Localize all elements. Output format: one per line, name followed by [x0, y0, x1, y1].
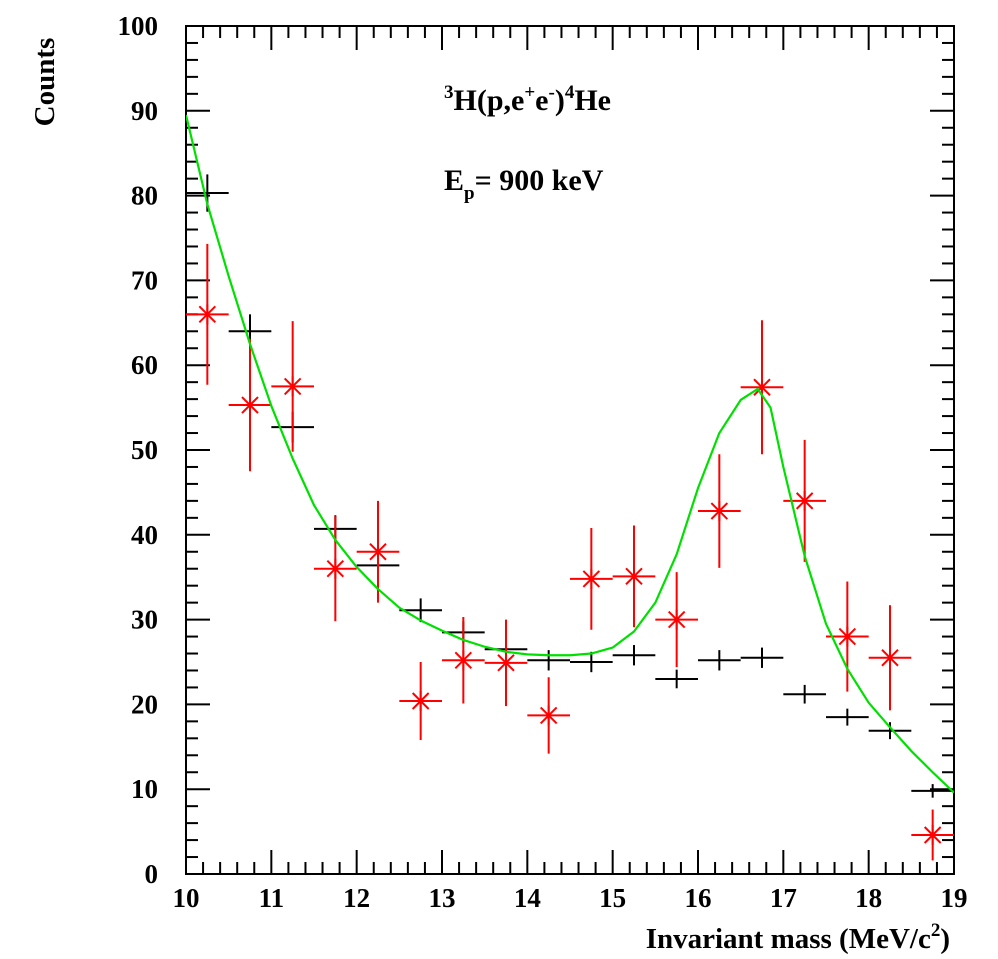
x-tick-label: 17 — [770, 883, 797, 913]
data-point — [271, 321, 314, 452]
data-point — [484, 619, 528, 707]
data-point — [826, 581, 869, 692]
energy-annotation: Ep= 900 keV — [444, 164, 604, 204]
data-point — [655, 572, 698, 668]
plot-frame — [185, 25, 955, 875]
data-point — [740, 320, 784, 455]
data-point — [826, 708, 869, 726]
x-tick-label: 14 — [514, 883, 541, 913]
data-point — [570, 651, 613, 673]
data-point — [186, 243, 229, 385]
data-point — [570, 528, 613, 630]
x-tick-label: 15 — [599, 883, 626, 913]
x-tick-labels: 10 11 12 13 14 15 16 17 18 19 — [173, 883, 968, 913]
y-tick-label: 50 — [131, 435, 158, 465]
x-tick-label: 10 — [173, 883, 200, 913]
y-tick-label: 40 — [131, 520, 158, 550]
y-tick-label: 100 — [118, 11, 159, 41]
axis-ticks — [185, 25, 955, 875]
x-tick-label: 19 — [941, 883, 968, 913]
y-tick-label: 20 — [131, 689, 158, 719]
data-point — [783, 439, 826, 562]
x-tick-label: 16 — [685, 883, 712, 913]
data-point — [314, 516, 357, 622]
data-point — [783, 684, 826, 704]
y-axis-title: Counts — [29, 38, 61, 127]
data-point — [911, 809, 954, 861]
data-point — [868, 722, 912, 740]
x-axis-title: Invariant mass (MeV/c2) — [646, 920, 950, 955]
y-tick-label: 70 — [131, 265, 158, 295]
data-point — [655, 669, 698, 689]
data-point — [399, 598, 442, 623]
x-tick-label: 18 — [855, 883, 882, 913]
data-point — [399, 662, 442, 741]
series-1 — [186, 243, 954, 861]
data-point — [527, 677, 570, 754]
data-point — [527, 650, 570, 671]
y-tick-label: 10 — [131, 774, 158, 804]
data-point — [740, 647, 784, 668]
y-tick-label: 80 — [131, 181, 158, 211]
data-point — [442, 617, 485, 704]
series-2 — [186, 114, 954, 794]
data-point — [228, 338, 272, 472]
data-point — [612, 645, 656, 666]
x-tick-label: 13 — [429, 883, 456, 913]
y-tick-label: 60 — [131, 350, 158, 380]
x-tick-label: 11 — [259, 883, 285, 913]
data-point — [612, 525, 656, 628]
series-0 — [186, 174, 954, 798]
y-tick-labels: 0 10 20 30 40 50 60 70 80 90 100 — [118, 11, 159, 889]
data-point — [698, 650, 741, 671]
data-point — [911, 784, 954, 798]
series-layer — [186, 114, 954, 861]
fit-curve — [186, 114, 954, 794]
data-point — [868, 605, 912, 711]
y-tick-label: 90 — [131, 96, 158, 126]
data-point — [698, 454, 741, 568]
data-point — [356, 500, 400, 603]
y-tick-label: 0 — [145, 859, 159, 889]
reaction-annotation: 3H(p,e+e-)4He — [444, 82, 611, 117]
x-tick-label: 12 — [343, 883, 370, 913]
y-tick-label: 30 — [131, 605, 158, 635]
